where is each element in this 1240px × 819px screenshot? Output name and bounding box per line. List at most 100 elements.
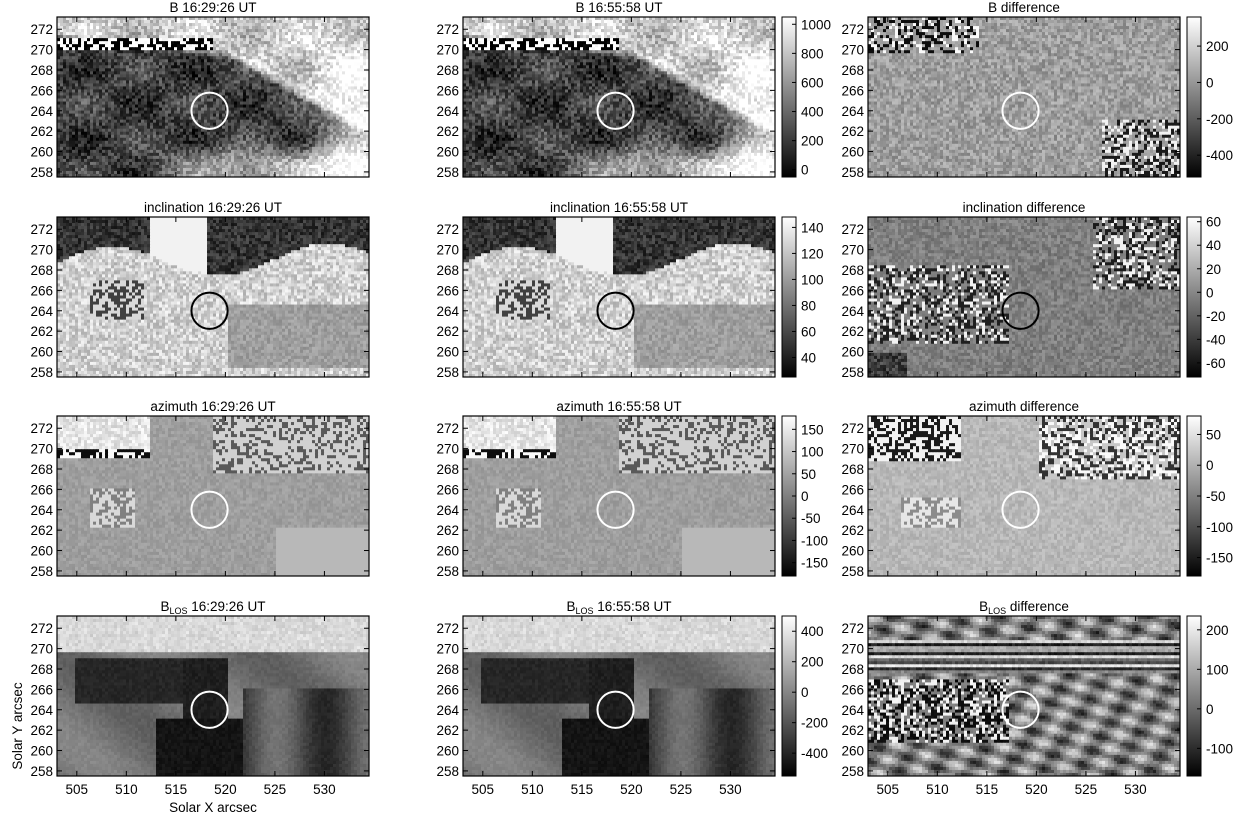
- y-tick-label: 260: [30, 345, 53, 360]
- panel-title-12: BLOS difference: [979, 599, 1069, 616]
- heatmap-cells: [463, 616, 775, 776]
- x-tick-label: 530: [719, 782, 742, 797]
- y-tick-label: 264: [436, 304, 459, 319]
- colorbar-tick-label: 140: [801, 220, 824, 235]
- y-tick-label: 264: [30, 304, 53, 319]
- y-tick-label: 262: [841, 523, 864, 538]
- heatmap-cells: [57, 416, 369, 576]
- panel-title-10: BLOS 16:29:26 UT: [160, 599, 265, 616]
- colorbar-tick-label: -100: [1206, 741, 1233, 756]
- colorbar-tick-label: 150: [801, 422, 824, 437]
- colorbar-tick-label: 200: [801, 655, 824, 670]
- x-tick-label: 525: [670, 782, 693, 797]
- y-tick-label: 266: [436, 682, 459, 697]
- y-tick-label: 262: [436, 124, 459, 139]
- y-tick-label: 268: [436, 263, 459, 278]
- y-tick-label: 262: [30, 324, 53, 339]
- colorbar-tick-label: 0: [1206, 285, 1214, 300]
- heatmap-cells: [57, 217, 369, 377]
- heatmap-cells: [868, 416, 1180, 576]
- panel-title-4: inclination 16:29:26 UT: [144, 200, 282, 215]
- colorbar-tick-label: 80: [801, 298, 816, 313]
- heatmap-cells: [57, 17, 369, 177]
- y-tick-label: 270: [841, 43, 864, 58]
- colorbar-tick-label: -200: [1206, 112, 1233, 127]
- colorbar-tick-label: 0: [1206, 458, 1214, 473]
- panel-title-1: B 16:29:26 UT: [169, 0, 256, 15]
- y-tick-label: 272: [436, 22, 459, 37]
- y-tick-label: 270: [841, 243, 864, 258]
- y-tick-label: 268: [436, 662, 459, 677]
- y-tick-label: 258: [30, 165, 53, 180]
- x-tick-label: 520: [1025, 782, 1048, 797]
- x-tick-label: 510: [521, 782, 544, 797]
- y-tick-label: 266: [841, 482, 864, 497]
- x-tick-label: 520: [214, 782, 237, 797]
- x-tick-label: 505: [877, 782, 900, 797]
- colorbar-tick-label: 50: [1206, 427, 1221, 442]
- y-tick-label: 270: [30, 243, 53, 258]
- y-tick-label: 258: [841, 564, 864, 579]
- y-tick-label: 262: [436, 523, 459, 538]
- y-tick-label: 270: [30, 642, 53, 657]
- y-tick-label: 272: [30, 22, 53, 37]
- x-tick-label: 505: [472, 782, 495, 797]
- y-tick-label: 258: [436, 165, 459, 180]
- y-tick-label: 258: [436, 564, 459, 579]
- y-tick-label: 268: [30, 63, 53, 78]
- y-tick-label: 268: [30, 462, 53, 477]
- x-tick-label: 520: [620, 782, 643, 797]
- x-tick-label: 510: [926, 782, 949, 797]
- y-tick-label: 272: [841, 222, 864, 237]
- y-tick-label: 266: [30, 83, 53, 98]
- x-tick-label: 515: [976, 782, 999, 797]
- colorbar-tick-label: -200: [801, 716, 828, 731]
- colorbar-tick-label: 0: [801, 163, 809, 178]
- y-tick-label: 264: [841, 304, 864, 319]
- colorbar: [782, 17, 796, 177]
- colorbar-tick-label: -150: [801, 556, 828, 571]
- y-tick-label: 272: [30, 621, 53, 636]
- y-tick-label: 270: [436, 442, 459, 457]
- colorbar-tick-label: 20: [1206, 262, 1221, 277]
- colorbar-tick-label: 0: [801, 685, 809, 700]
- y-tick-label: 266: [841, 83, 864, 98]
- x-tick-label: 530: [1124, 782, 1147, 797]
- y-tick-label: 272: [436, 222, 459, 237]
- colorbar-tick-label: 40: [801, 350, 816, 365]
- y-tick-label: 266: [436, 283, 459, 298]
- colorbar-tick-label: 60: [801, 324, 816, 339]
- x-tick-label: 515: [165, 782, 188, 797]
- x-tick-label: 530: [313, 782, 336, 797]
- colorbar-tick-label: 100: [801, 272, 824, 287]
- y-tick-label: 262: [841, 324, 864, 339]
- colorbar-tick-label: 120: [801, 246, 824, 261]
- y-tick-label: 270: [30, 43, 53, 58]
- colorbar-tick-label: -400: [1206, 148, 1233, 163]
- y-tick-label: 266: [30, 682, 53, 697]
- y-tick-label: 266: [436, 83, 459, 98]
- x-tick-label: 515: [571, 782, 594, 797]
- y-tick-label: 260: [30, 744, 53, 759]
- y-tick-label: 258: [841, 165, 864, 180]
- colorbar-tick-label: 1000: [801, 17, 831, 32]
- y-tick-label: 264: [841, 703, 864, 718]
- x-tick-label: 510: [115, 782, 138, 797]
- y-tick-label: 272: [30, 222, 53, 237]
- y-tick-label: 262: [841, 124, 864, 139]
- panel-title-7: azimuth 16:29:26 UT: [150, 399, 275, 414]
- colorbar: [782, 217, 796, 377]
- y-tick-label: 258: [436, 365, 459, 380]
- y-tick-label: 264: [841, 104, 864, 119]
- colorbar-tick-label: -100: [801, 533, 828, 548]
- y-tick-label: 268: [30, 263, 53, 278]
- panel-title-5: inclination 16:55:58 UT: [550, 200, 688, 215]
- y-tick-label: 268: [841, 63, 864, 78]
